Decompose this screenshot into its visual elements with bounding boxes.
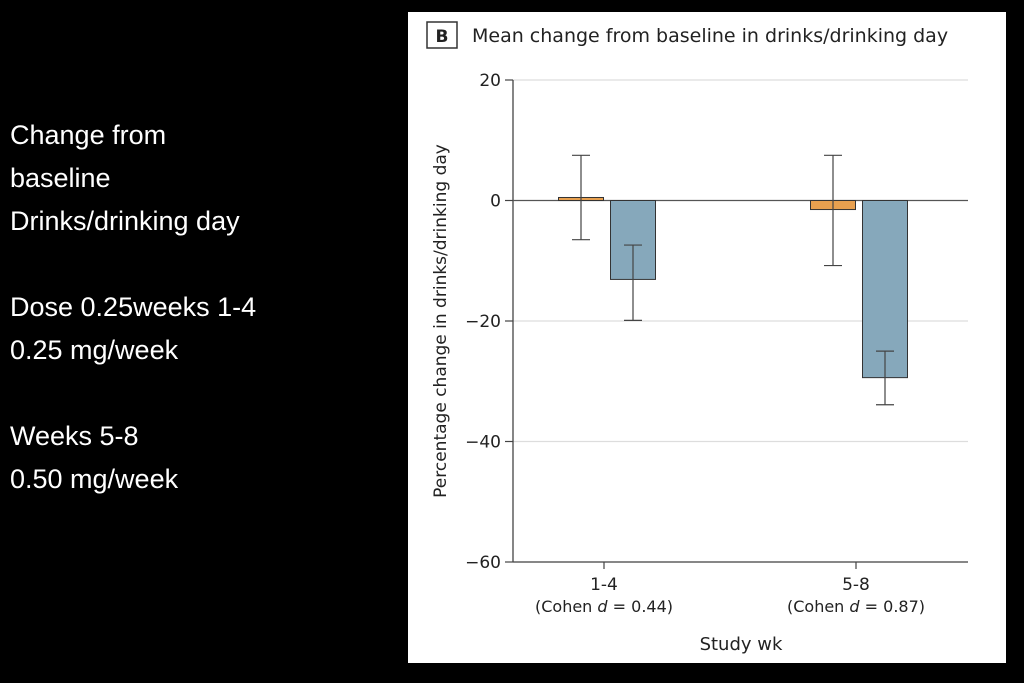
side-text-line: 0.25 mg/week bbox=[10, 335, 179, 365]
side-text-line: 0.50 mg/week bbox=[10, 464, 179, 494]
panel-label-box bbox=[426, 21, 458, 49]
chart-panel: B Mean change from baseline in drinks/dr… bbox=[408, 12, 1006, 663]
y-tick-label: −20 bbox=[465, 312, 501, 332]
side-text-line: Weeks 5-8 bbox=[10, 421, 139, 451]
side-text-line: Drinks/drinking day bbox=[10, 206, 240, 236]
y-tick-label: −40 bbox=[465, 433, 501, 453]
x-tick-sublabel: (Cohen d = 0.87) bbox=[787, 597, 925, 616]
side-text-line bbox=[10, 243, 256, 286]
y-tick-label: 0 bbox=[490, 192, 501, 212]
y-tick-label: −60 bbox=[465, 553, 501, 573]
chart-title: Mean change from baseline in drinks/drin… bbox=[472, 25, 948, 47]
panel-label: B bbox=[436, 27, 449, 47]
x-axis-label: Study wk bbox=[700, 634, 783, 655]
side-text-line: Change from bbox=[10, 120, 167, 150]
y-tick-label: 20 bbox=[479, 71, 501, 91]
bar-chart: B Mean change from baseline in drinks/dr… bbox=[426, 21, 968, 655]
x-tick-label: 1-4 bbox=[590, 575, 618, 595]
bar bbox=[862, 200, 908, 379]
side-text-line: baseline bbox=[10, 163, 111, 193]
side-notes: Change from baseline Drinks/drinking day Do… bbox=[10, 114, 256, 501]
side-text-line bbox=[10, 372, 256, 415]
side-text-line: Dose 0.25weeks 1-4 bbox=[10, 292, 257, 322]
x-tick-sublabel: (Cohen d = 0.44) bbox=[535, 597, 673, 616]
y-axis-label: Percentage change in drinks/drinking day bbox=[431, 144, 451, 498]
x-tick-label: 5-8 bbox=[842, 575, 870, 595]
